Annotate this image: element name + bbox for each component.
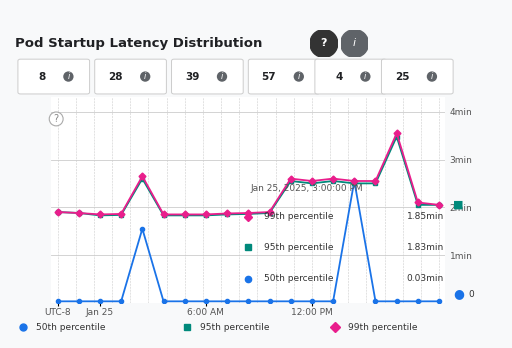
- Text: 25: 25: [395, 72, 409, 81]
- Circle shape: [340, 30, 369, 57]
- Text: 0: 0: [468, 290, 474, 299]
- Text: 99th percentile: 99th percentile: [348, 323, 418, 332]
- Text: i: i: [297, 72, 300, 81]
- Text: Jan 25, 2025, 3:00:00 PM: Jan 25, 2025, 3:00:00 PM: [250, 184, 362, 193]
- Text: ?: ?: [54, 114, 59, 124]
- Text: 4: 4: [335, 72, 343, 81]
- Text: 28: 28: [108, 72, 122, 81]
- Text: 57: 57: [262, 72, 276, 81]
- Text: i: i: [353, 39, 356, 48]
- Text: ?: ?: [321, 39, 327, 48]
- Text: i: i: [221, 72, 223, 81]
- Text: ■: ■: [453, 200, 463, 210]
- Text: 95th percentile: 95th percentile: [264, 243, 333, 252]
- Text: 95th percentile: 95th percentile: [200, 323, 269, 332]
- Circle shape: [310, 30, 338, 57]
- Text: i: i: [67, 72, 70, 81]
- Text: 39: 39: [185, 72, 199, 81]
- Text: ●: ●: [453, 287, 464, 301]
- Text: i: i: [431, 72, 433, 81]
- Text: 1.83min: 1.83min: [407, 243, 444, 252]
- Text: Pod Startup Latency Distribution: Pod Startup Latency Distribution: [15, 37, 263, 50]
- Text: 8: 8: [38, 72, 46, 81]
- Text: i: i: [364, 72, 367, 81]
- Text: 1.85min: 1.85min: [407, 212, 444, 221]
- Text: 50th percentile: 50th percentile: [264, 275, 333, 284]
- Text: 50th percentile: 50th percentile: [36, 323, 105, 332]
- Text: i: i: [144, 72, 146, 81]
- Text: 99th percentile: 99th percentile: [264, 212, 333, 221]
- Text: 0.03min: 0.03min: [407, 275, 444, 284]
